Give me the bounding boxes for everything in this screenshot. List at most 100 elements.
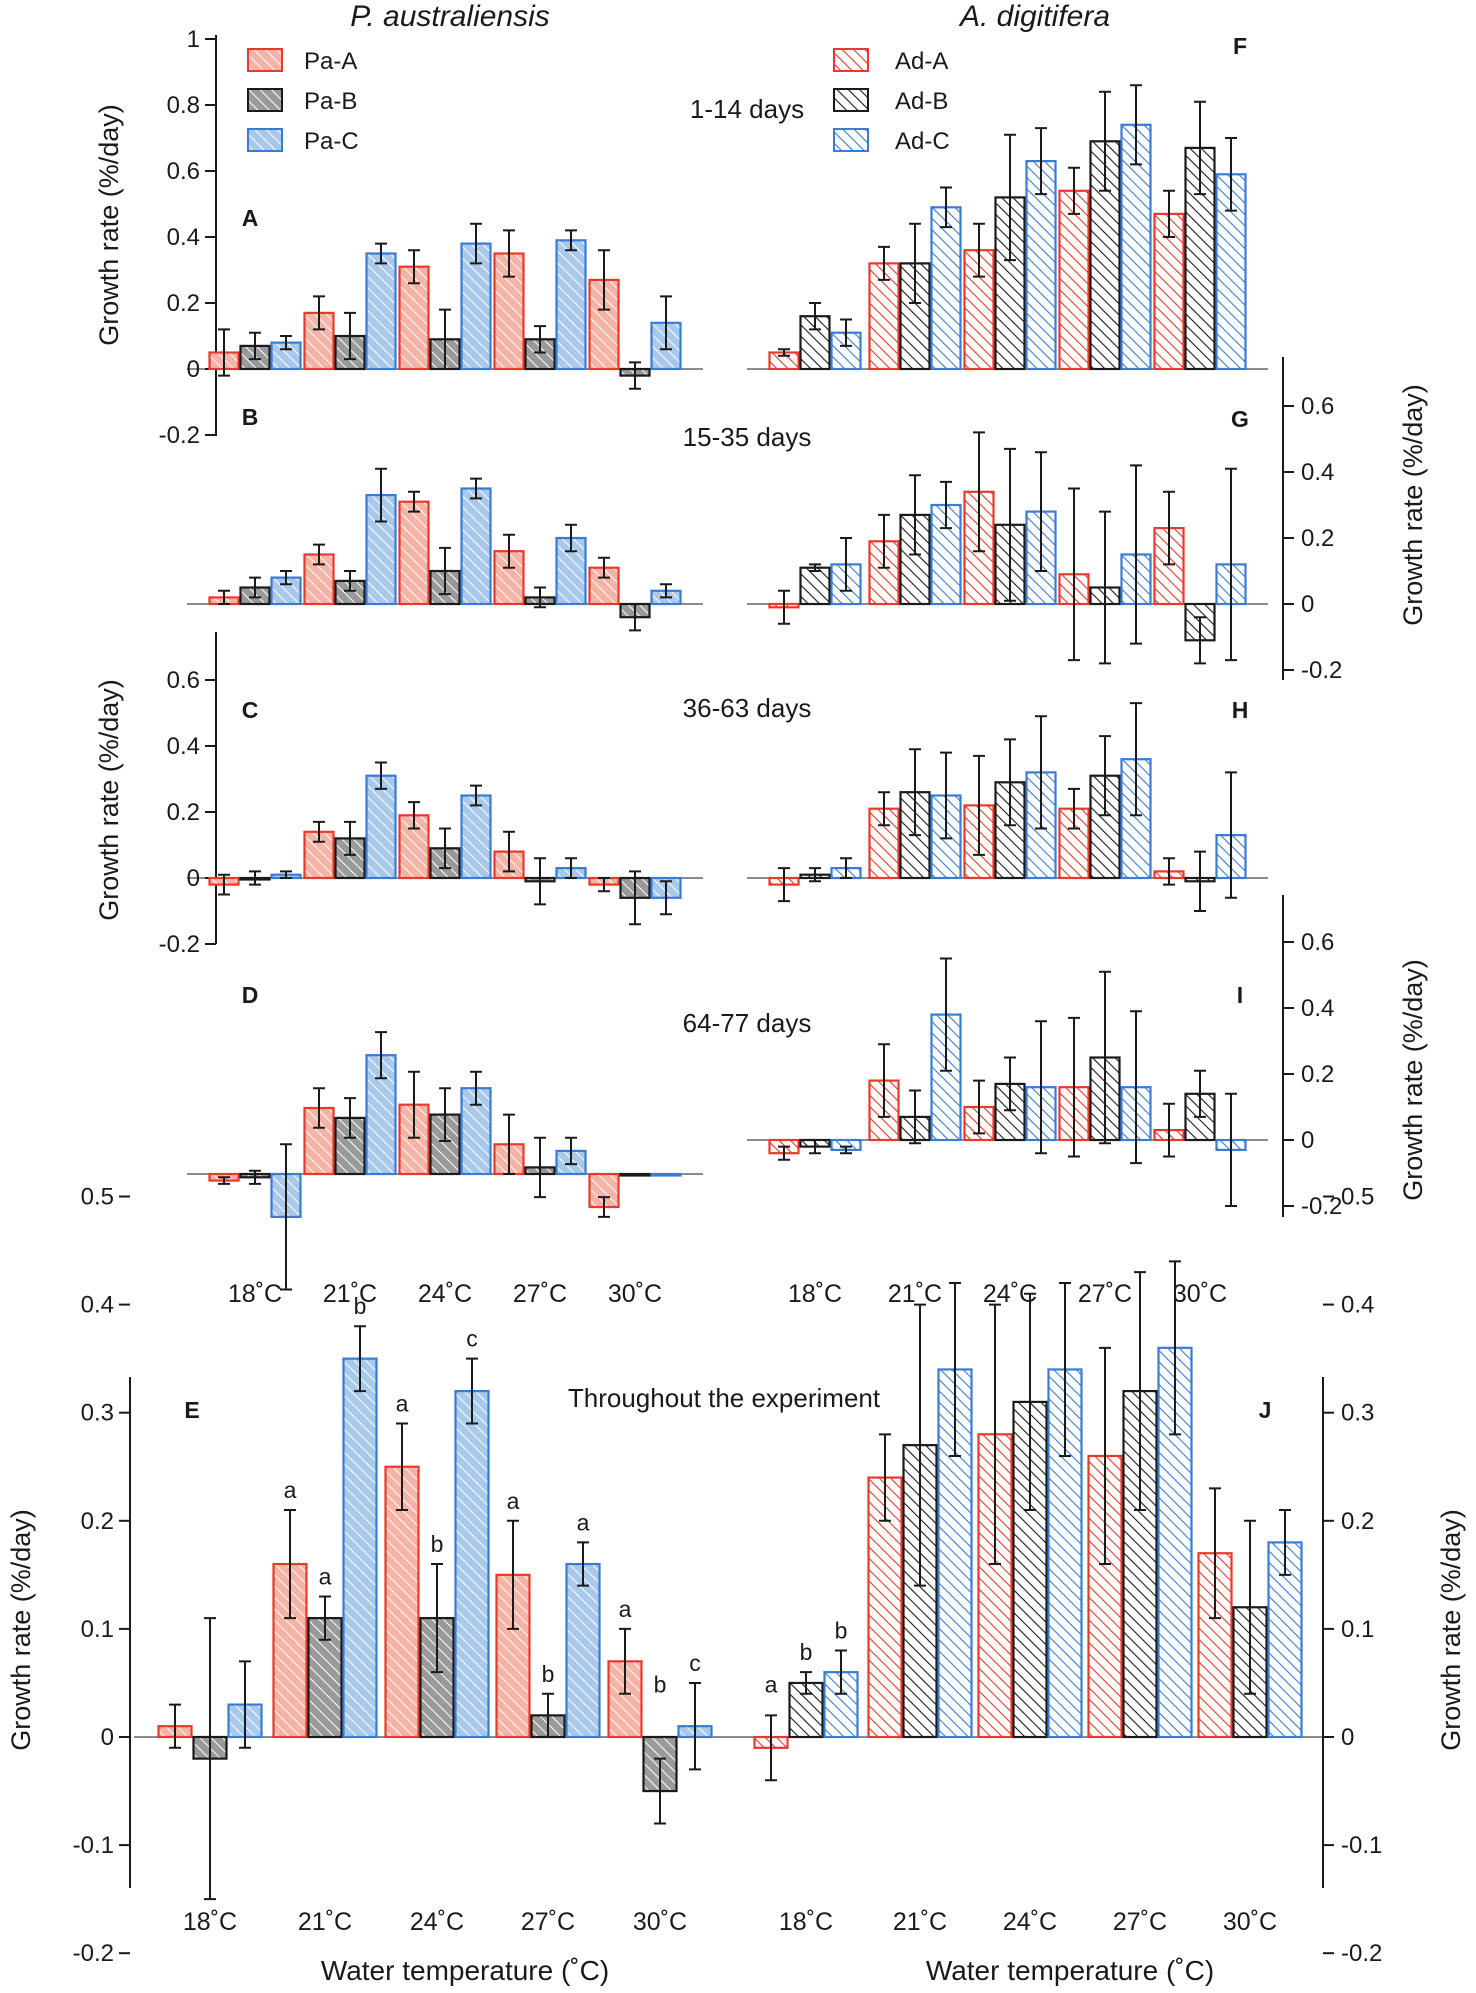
y-tick-label-a-1: 0 [187,356,200,383]
panel-letter-b: B [242,404,259,430]
right-species-title: A. digitifera [958,0,1110,33]
y-tick-label-j-6: 0.4 [1341,1292,1374,1319]
error-bar-j-b-2 [914,1303,926,1587]
error-bar-a-c-1 [280,335,292,351]
bar-b-c-3 [460,487,492,606]
sig-letter-e-b-4: b [542,1661,555,1687]
error-bar-c-a-5 [598,877,610,893]
y-tick-label-j-1: -0.1 [1341,1832,1382,1859]
error-bar-i-a-1 [778,1145,790,1161]
sig-letter-e-a-4: a [507,1488,520,1514]
error-bar-c-c-5 [660,880,672,916]
y-tick-label-c-2: 0.2 [167,799,200,826]
error-bar-a-c-3 [470,222,482,265]
error-bar-b-a-3 [408,490,420,513]
error-bar-b-b-3 [439,546,451,596]
y-tick-label-e-3: 0.1 [81,1616,114,1643]
error-bar-b-b-1 [249,576,261,599]
error-bar-c-a-4 [503,830,515,873]
error-bar-g-b-4 [1099,510,1111,665]
category-label-i-1: 18˚C [788,1280,842,1308]
panel-letter-c: C [242,697,259,723]
error-bar-d-b-4 [534,1136,546,1199]
panel-letter-h: H [1232,697,1249,723]
error-bar-e-c-4 [577,1541,589,1587]
chart-panels: A -0.2 0 0.2 0.4 0.6 0.8 1 B C -0.2 0 0.2 0.4 0.6 D 18˚C… [73,26,1383,1967]
category-label-d-3: 24˚C [418,1280,472,1308]
sig-letter-j-b-1: b [800,1639,813,1665]
category-label-i-4: 27˚C [1078,1280,1132,1308]
error-bar-f-b-4 [1099,90,1111,192]
legend-swatch-pa-c [247,128,283,152]
error-bar-b-c-4 [565,523,577,553]
error-bar-d-a-4 [503,1113,515,1175]
panel-letter-i: I [1237,982,1243,1008]
period-label-36-63: 36-63 days [683,693,812,723]
error-bar-e-a-2 [284,1508,296,1620]
bar-g-b-1 [799,566,831,606]
legend-label-pa-a: Pa-A [304,48,357,75]
panel-c: C -0.2 0 0.2 0.4 0.6 [159,632,703,958]
error-bar-h-a-1 [778,867,790,903]
error-bar-d-a-5 [598,1196,610,1218]
error-bar-j-c-4 [1169,1260,1181,1436]
error-bar-f-c-3 [1035,127,1047,196]
error-bar-j-a-3 [989,1303,1001,1566]
panel-letter-g: G [1231,406,1249,432]
error-bar-g-b-3 [1004,447,1016,602]
error-bar-a-c-2 [375,242,387,265]
panel-g: G -0.2 0 0.2 0.4 0.6 [747,357,1342,684]
sig-letter-j-a-1: a [765,1672,778,1698]
error-bar-h-b-2 [909,748,921,837]
legend-swatch-pa-b [247,88,283,112]
error-bar-i-a-5 [1163,1102,1175,1158]
error-bar-g-a-2 [878,513,890,569]
error-bar-a-c-5 [660,295,672,351]
error-bar-g-a-5 [1163,490,1175,566]
y-tick-label-j-2: 0 [1341,1724,1354,1751]
error-bar-b-c-1 [280,570,292,586]
error-bar-c-c-2 [375,761,387,790]
error-bar-g-b-5 [1194,616,1206,665]
x-axis-label-left: Water temperature (˚C) [321,1955,609,1986]
error-bar-a-b-1 [249,331,261,361]
error-bar-h-c-4 [1130,702,1142,817]
y-axis-label-left-e: Growth rate (%/day) [6,1509,36,1751]
y-tick-label-j-0: -0.2 [1341,1940,1382,1967]
y-tick-label-c-3: 0.4 [167,733,200,760]
error-bar-i-c-4 [1130,1010,1142,1165]
category-label-d-5: 30˚C [608,1280,662,1308]
error-bar-f-b-2 [909,222,921,304]
error-bar-b-a-1 [218,589,230,605]
category-label-e-3: 24˚C [410,1908,464,1936]
error-bar-g-b-2 [909,474,921,556]
bar-a-c-4 [555,239,587,371]
error-bar-h-a-2 [878,791,890,827]
error-bar-c-c-3 [470,784,482,807]
error-bar-f-a-2 [878,245,890,281]
panel-b: B [187,404,703,632]
y-tick-label-c-4: 0.6 [167,667,200,694]
y-tick-label-a-4: 0.6 [167,158,200,185]
error-bar-a-a-5 [598,249,610,311]
error-bar-b-b-4 [534,586,546,609]
error-bar-c-a-2 [313,820,325,843]
y-tick-label-e-1: -0.1 [73,1832,114,1859]
error-bar-j-b-5 [1244,1519,1256,1695]
error-bar-f-a-1 [778,348,790,357]
y-tick-label-e-2: 0 [101,1724,114,1751]
error-bar-g-c-2 [940,480,952,530]
category-label-j-5: 30˚C [1223,1908,1277,1936]
error-bar-h-b-1 [809,867,821,883]
error-bar-b-c-3 [470,477,482,500]
sig-letter-j-c-1: b [835,1618,848,1644]
sig-letter-e-a-5: a [619,1596,632,1622]
error-bar-f-b-3 [1004,133,1016,262]
y-tick-label-a-6: 1 [187,26,200,53]
error-bar-g-c-1 [840,537,852,592]
error-bar-b-a-4 [503,533,515,569]
sig-letter-e-c-4: a [577,1509,590,1535]
error-bar-e-c-5 [689,1681,701,1771]
error-bar-e-b-4 [542,1692,554,1738]
error-bar-d-a-2 [313,1087,325,1129]
